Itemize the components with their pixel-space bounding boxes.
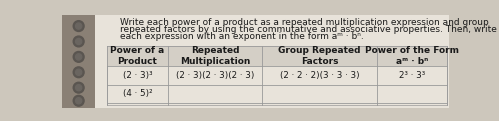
Circle shape — [73, 95, 84, 106]
Text: Power of the Form
aᵐ · bⁿ: Power of the Form aᵐ · bⁿ — [365, 46, 459, 66]
Bar — [107, 46, 447, 66]
Circle shape — [73, 67, 84, 78]
Text: Repeated
Multiplication: Repeated Multiplication — [180, 46, 250, 66]
Text: 2³ · 3³: 2³ · 3³ — [399, 71, 425, 80]
Text: (2 · 2 · 2)(3 · 3 · 3): (2 · 2 · 2)(3 · 3 · 3) — [280, 71, 359, 80]
Bar — [107, 46, 447, 105]
Circle shape — [75, 54, 82, 60]
Circle shape — [75, 69, 82, 75]
Text: Group Repeated
Factors: Group Repeated Factors — [278, 46, 361, 66]
Circle shape — [75, 38, 82, 45]
Circle shape — [73, 36, 84, 47]
Circle shape — [73, 21, 84, 31]
Text: each expression with an exponent in the form aᵐ · bⁿ.: each expression with an exponent in the … — [120, 32, 364, 41]
Circle shape — [75, 23, 82, 29]
Text: repeated factors by using the commutative and associative properties. Then, writ: repeated factors by using the commutativ… — [120, 25, 498, 34]
Text: Write each power of a product as a repeated multiplication expression and group: Write each power of a product as a repea… — [120, 18, 489, 27]
Text: (4 · 5)²: (4 · 5)² — [123, 89, 152, 98]
Circle shape — [73, 51, 84, 62]
Circle shape — [75, 85, 82, 91]
Circle shape — [73, 82, 84, 93]
Text: 6.: 6. — [72, 17, 81, 27]
Circle shape — [75, 98, 82, 104]
Text: (2 · 3)(2 · 3)(2 · 3): (2 · 3)(2 · 3)(2 · 3) — [176, 71, 254, 80]
Text: (2 · 3)³: (2 · 3)³ — [123, 71, 152, 80]
Bar — [62, 15, 95, 108]
Text: Power of a
Product: Power of a Product — [110, 46, 165, 66]
